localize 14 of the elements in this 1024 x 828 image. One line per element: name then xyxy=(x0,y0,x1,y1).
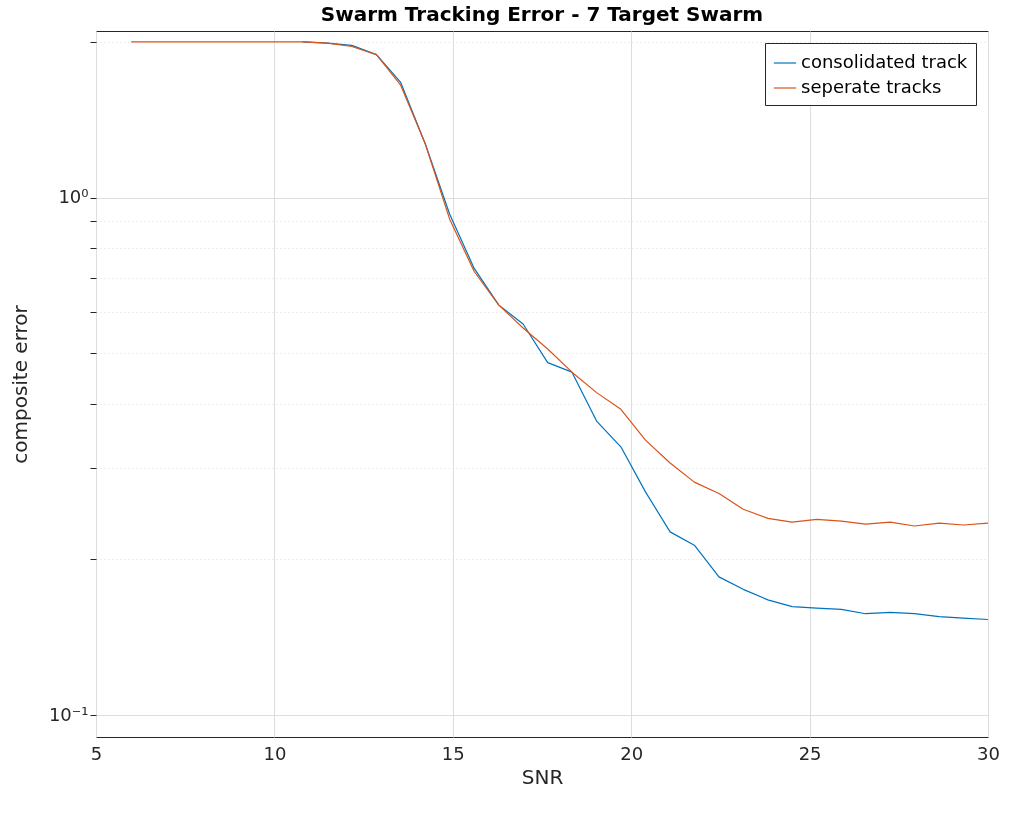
x-axis-title: SNR xyxy=(521,764,564,789)
x-tick-label: 5 xyxy=(90,742,103,764)
legend-label: seperate tracks xyxy=(801,76,942,97)
x-tick-label: 20 xyxy=(620,742,644,764)
x-tick-label: 15 xyxy=(441,742,465,764)
x-tick-label: 30 xyxy=(977,742,1000,764)
legend-label: consolidated track xyxy=(801,51,968,72)
y-tick-label: 10⁻¹ xyxy=(48,703,89,725)
line-series xyxy=(131,41,988,527)
x-tick-label: 25 xyxy=(798,742,822,764)
x-tick-label: 10 xyxy=(263,742,287,764)
y-tick-label: 10⁰ xyxy=(58,186,89,208)
y-axis-title: composite error xyxy=(7,304,32,464)
chart-title: Swarm Tracking Error - 7 Target Swarm xyxy=(320,2,764,26)
